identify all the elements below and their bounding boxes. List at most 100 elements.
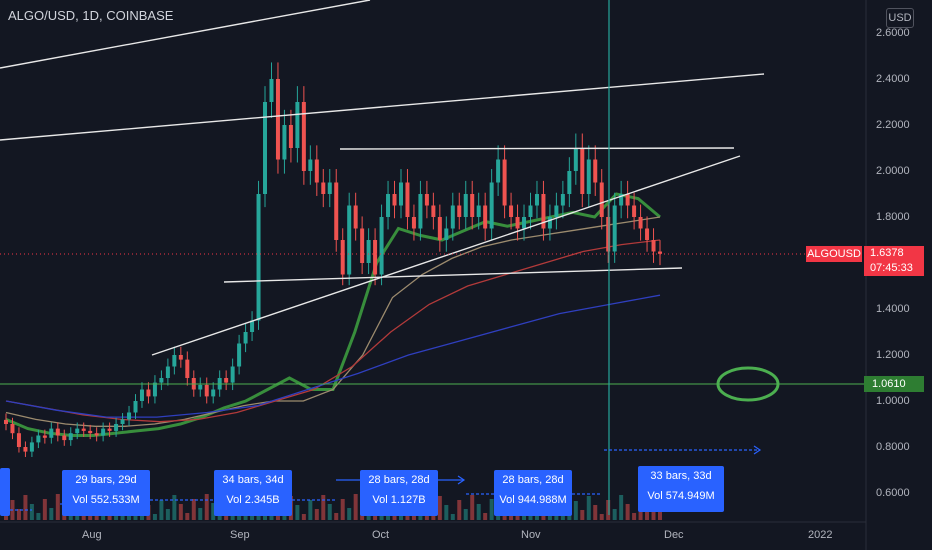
- volume-bar: [191, 499, 196, 520]
- countdown-timer: 07:45:33: [870, 262, 913, 274]
- price-tick: 1.2000: [876, 349, 910, 361]
- candle-body: [347, 205, 352, 275]
- volume-bar: [625, 504, 630, 520]
- volume-bar: [573, 501, 578, 520]
- candle-body: [36, 435, 41, 443]
- candle-body: [172, 355, 177, 367]
- candle-body: [470, 194, 475, 217]
- candle-body: [159, 378, 164, 383]
- candle-body: [282, 125, 287, 160]
- volume-bar: [321, 495, 326, 520]
- candle-body: [612, 205, 617, 252]
- trend-lines[interactable]: [0, 0, 765, 356]
- trend-line-range-bottom[interactable]: [223, 267, 683, 283]
- candle-body: [534, 194, 539, 206]
- candle-body: [619, 194, 624, 206]
- volume-bar: [444, 505, 449, 520]
- level-price-badge: 1.0610: [864, 376, 924, 392]
- candle-body: [405, 182, 410, 217]
- candle-body: [23, 447, 28, 452]
- trend-line-rising-support[interactable]: [151, 155, 741, 356]
- range-box[interactable]: 29 bars, 29d Vol 552.533M: [62, 470, 150, 516]
- candle-body: [632, 205, 637, 217]
- candle-body: [599, 182, 604, 217]
- range-volume: Vol 2.345B: [226, 494, 280, 506]
- candle-body: [567, 171, 572, 194]
- volume-bar: [340, 499, 345, 520]
- moving-average-line: [5, 192, 661, 437]
- candle-body: [386, 194, 391, 217]
- volume-bar: [211, 503, 216, 520]
- volume-bar: [483, 513, 488, 520]
- candle-body: [463, 194, 468, 217]
- candle-body: [353, 205, 358, 229]
- moving-averages: [5, 192, 661, 437]
- volume-bar: [606, 500, 611, 520]
- candle-body: [379, 217, 384, 275]
- volume-bar: [314, 509, 319, 520]
- target-ellipse[interactable]: [716, 366, 780, 402]
- range-box[interactable]: 34 bars, 34d Vol 2.345B: [214, 470, 292, 516]
- candle-body: [560, 194, 565, 206]
- time-label: Sep: [230, 529, 250, 541]
- range-box[interactable]: 28 bars, 28d Vol 1.127B: [360, 470, 438, 516]
- range-box[interactable]: [0, 468, 10, 516]
- candle-body: [450, 205, 455, 229]
- volume-bar: [632, 513, 637, 520]
- candle-body: [651, 240, 656, 252]
- volume-bar: [217, 512, 222, 520]
- candle-body: [301, 102, 306, 171]
- candle-body: [392, 194, 397, 206]
- volume-bar: [4, 514, 8, 520]
- candle-body: [288, 125, 293, 148]
- range-box[interactable]: 28 bars, 28d Vol 944.988M: [494, 470, 572, 516]
- candle-body: [528, 205, 533, 217]
- candle-body: [152, 382, 157, 397]
- candle-body: [411, 217, 416, 229]
- volume-bar: [470, 495, 475, 520]
- chart-title: ALGO/USD, 1D, COINBASE: [8, 8, 174, 23]
- candle-body: [424, 194, 429, 206]
- time-label: Oct: [372, 529, 390, 541]
- volume-bar: [347, 508, 352, 520]
- candle-body: [230, 366, 235, 383]
- range-box[interactable]: 33 bars, 33d Vol 574.949M: [638, 466, 724, 512]
- candle-body: [269, 79, 274, 102]
- candle-body: [16, 433, 21, 447]
- candle-body: [580, 148, 585, 194]
- trend-line-range-top[interactable]: [339, 147, 735, 150]
- candle-body: [496, 159, 501, 183]
- range-bars: 28 bars, 28d: [502, 474, 564, 486]
- candle-body: [68, 433, 73, 441]
- volume-bar: [159, 500, 164, 520]
- trend-line-top-channel[interactable]: [0, 0, 371, 69]
- last-price-badge: 1.6378 07:45:33: [864, 246, 924, 276]
- volume-bar: [450, 514, 455, 520]
- time-label: Aug: [82, 529, 102, 541]
- volume-bar: [366, 512, 371, 520]
- range-bars: 29 bars, 29d: [75, 474, 137, 486]
- price-tick: 0.6000: [876, 487, 910, 499]
- price-tick: 2.0000: [876, 165, 910, 177]
- candle-body: [522, 217, 527, 229]
- range-bars: 28 bars, 28d: [368, 474, 430, 486]
- candle-body: [489, 182, 494, 229]
- time-label: Dec: [664, 529, 684, 541]
- price-tick: 2.6000: [876, 27, 910, 39]
- range-volume: Vol 1.127B: [372, 494, 426, 506]
- volume-bar: [645, 508, 650, 520]
- candle-body: [638, 217, 643, 229]
- candle-body: [554, 205, 559, 217]
- volume-bar: [353, 494, 358, 520]
- candles: [4, 62, 662, 457]
- candle-body: [334, 182, 339, 240]
- volume-bar: [437, 496, 442, 520]
- candle-body: [360, 228, 365, 263]
- price-tick: 1.8000: [876, 211, 910, 223]
- currency-button[interactable]: USD: [886, 8, 914, 28]
- trend-line-upper-channel[interactable]: [0, 73, 765, 141]
- candle-body: [42, 435, 47, 438]
- candle-body: [29, 442, 34, 452]
- ticker-badge: ALGOUSD: [806, 246, 862, 262]
